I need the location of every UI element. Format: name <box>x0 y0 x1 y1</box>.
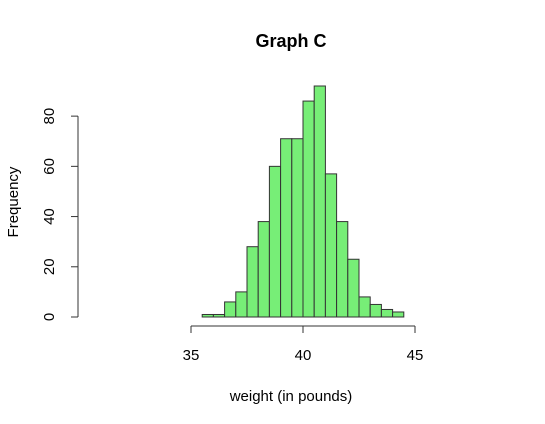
histogram-bar <box>324 173 338 318</box>
histogram-bar <box>369 303 382 318</box>
histogram-bar <box>268 165 282 318</box>
y-axis: 0 20 40 60 80 <box>41 108 79 321</box>
y-tick-label: 80 <box>41 108 58 125</box>
histogram-bar <box>392 311 405 318</box>
x-tick-label: 45 <box>407 347 424 364</box>
histogram-bar <box>257 221 270 318</box>
x-axis: 35 40 45 <box>183 325 424 364</box>
y-tick-label: 40 <box>41 208 58 225</box>
y-tick-label: 60 <box>41 158 58 175</box>
histogram-bar <box>224 301 237 318</box>
histogram-bar <box>235 291 248 318</box>
histogram-bar <box>347 258 360 318</box>
histogram-bar <box>280 138 293 318</box>
bars <box>201 85 405 318</box>
histogram-bar <box>380 308 394 318</box>
chart-title: Graph C <box>255 31 326 51</box>
histogram-bar <box>212 313 226 318</box>
histogram-bar <box>358 296 371 318</box>
histogram-bar <box>313 85 326 318</box>
x-axis-label: weight (in pounds) <box>229 388 353 405</box>
histogram-bar <box>291 138 304 318</box>
histogram-bar <box>246 246 259 318</box>
histogram-bar <box>302 100 315 318</box>
histogram-bar <box>336 221 349 318</box>
histogram-bar <box>201 313 214 318</box>
y-axis-label: Frequency <box>5 166 22 237</box>
y-tick-label: 20 <box>41 258 58 275</box>
y-tick-label: 0 <box>41 313 58 321</box>
x-tick-label: 35 <box>183 347 200 364</box>
x-tick-label: 40 <box>295 347 312 364</box>
